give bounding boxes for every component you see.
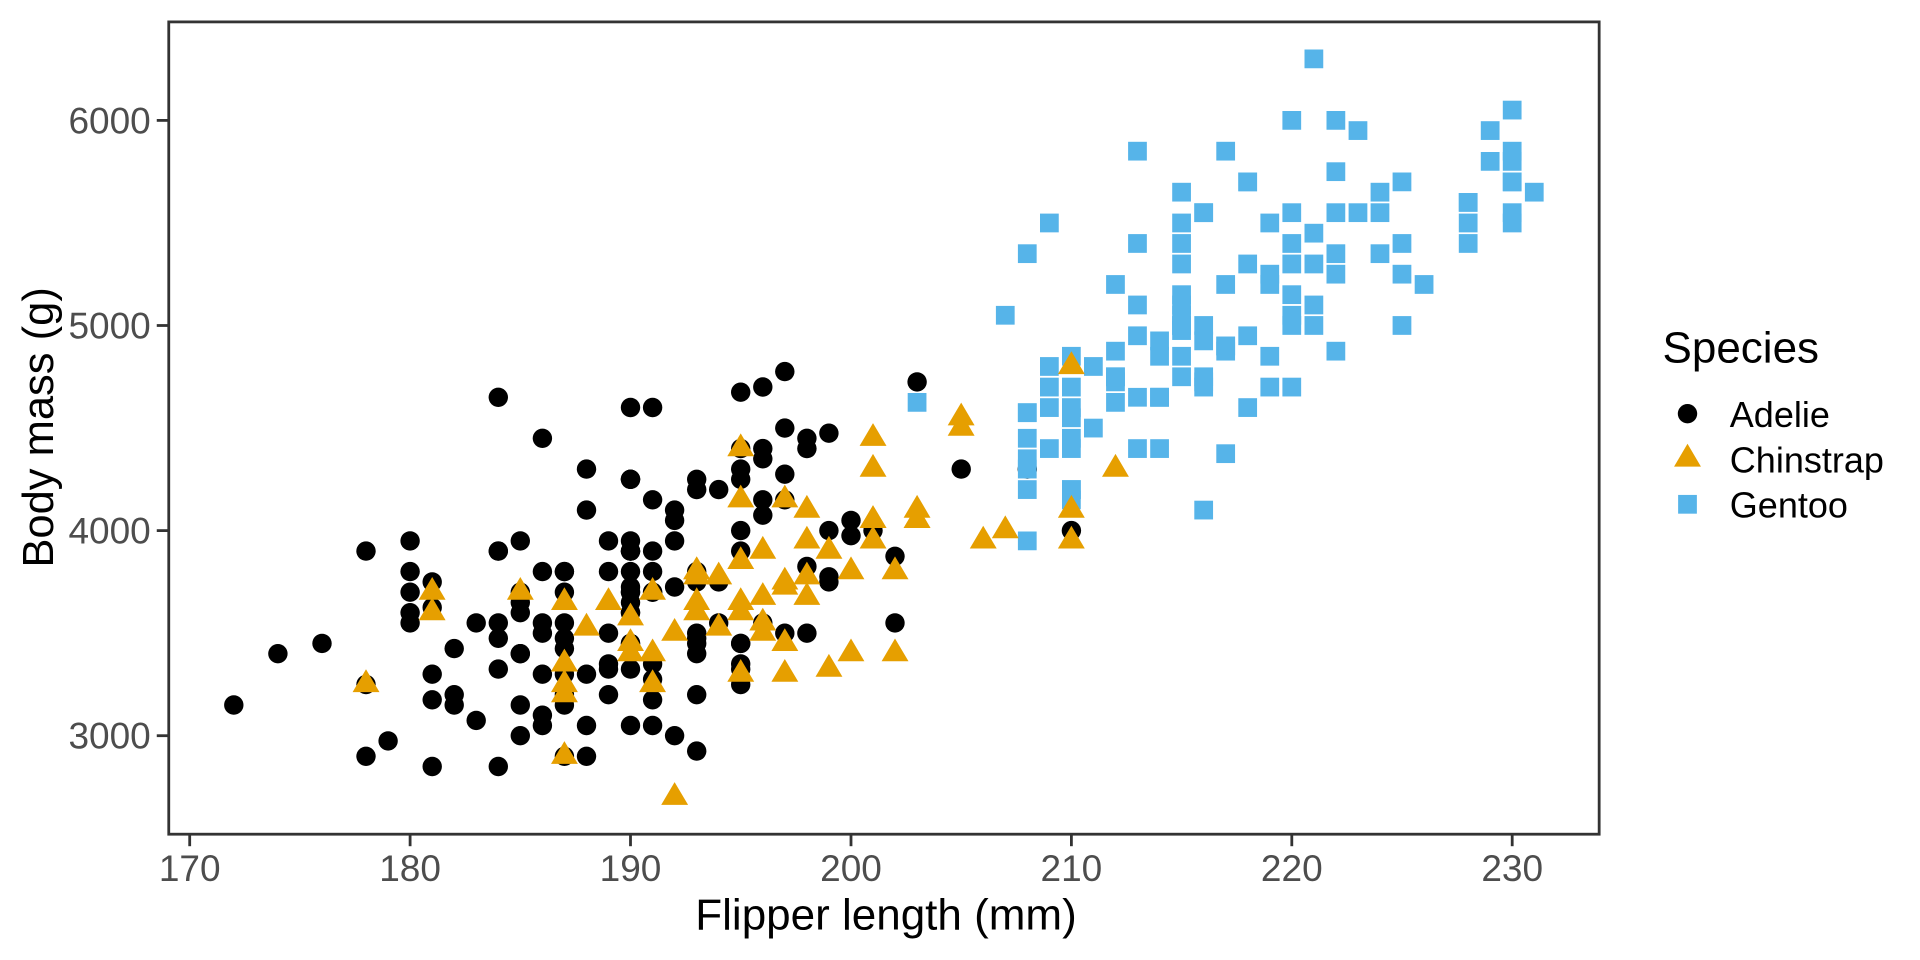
svg-text:Flipper length (mm): Flipper length (mm)	[695, 891, 1076, 940]
svg-text:230: 230	[1481, 848, 1543, 889]
svg-text:Gentoo: Gentoo	[1730, 485, 1848, 526]
svg-text:190: 190	[600, 848, 662, 889]
svg-text:170: 170	[159, 848, 221, 889]
svg-text:5000: 5000	[68, 306, 150, 347]
svg-text:200: 200	[820, 848, 882, 889]
svg-text:210: 210	[1041, 848, 1103, 889]
svg-text:3000: 3000	[68, 716, 150, 757]
svg-text:Chinstrap: Chinstrap	[1730, 439, 1884, 480]
svg-text:220: 220	[1261, 848, 1323, 889]
svg-text:4000: 4000	[68, 511, 150, 552]
svg-text:Body mass (g): Body mass (g)	[15, 287, 63, 567]
svg-text:Species: Species	[1663, 323, 1820, 372]
svg-text:6000: 6000	[68, 100, 150, 141]
svg-text:180: 180	[379, 848, 441, 889]
svg-text:Adelie: Adelie	[1730, 394, 1830, 435]
